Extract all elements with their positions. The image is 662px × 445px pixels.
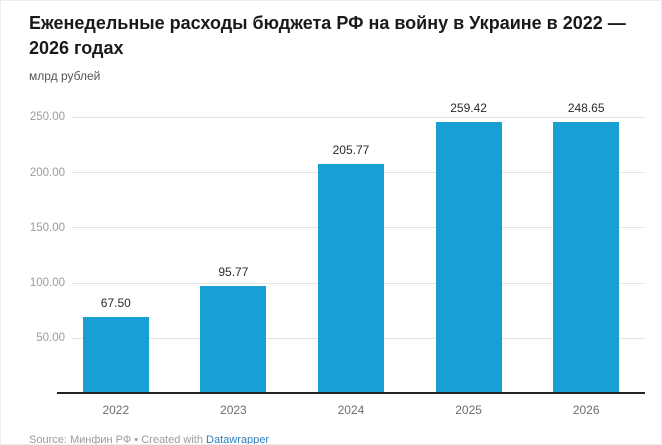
bar-column-2026: 248.65 [527,101,645,392]
gridline [72,116,645,118]
bar-value-label: 95.77 [218,264,249,279]
x-axis: 2022 2023 2024 2025 2026 [57,394,645,417]
x-tick-label-2022: 2022 [102,402,130,417]
bar-2022 [82,317,149,392]
x-tick-label-2024: 2024 [337,402,365,417]
chart-subtitle: млрд рублей [29,68,101,83]
bar-column-2024: 205.77 [292,101,410,392]
bar-column-2022: 67.50 [57,101,175,392]
bar-2025 [435,121,502,392]
bar-column-2023: 95.77 [175,101,293,392]
y-tick-label: 150.00 [29,221,65,234]
bar-value-label: 248.65 [567,100,605,115]
bar-2026 [553,121,620,392]
bar-value-label: 259.42 [450,100,487,115]
bar-column-2025: 259.42 [410,101,528,392]
bar-value-label: 205.77 [332,143,370,158]
x-tick-label-2023: 2023 [220,402,247,417]
x-tick-label-2025: 2025 [455,402,482,417]
datawrapper-link[interactable]: Datawrapper [206,433,270,445]
plot-area: 50.00 100.00 150.00 200.00 250.00 67.50 … [29,101,645,394]
y-tick-label: 250.00 [29,111,65,124]
source-line: Source: Минфин РФ • Created with Datawra… [29,433,645,445]
y-tick-label: 50.00 [36,332,65,345]
bars-container: 67.50 95.77 205.77 259.42 248.65 [57,101,645,394]
bar-2024 [317,164,384,392]
bar-value-label: 67.50 [100,296,131,311]
chart-title: Еженедельные расходы бюджета РФ на войну… [29,13,626,58]
x-tick-label-2026: 2026 [572,402,600,417]
source-text: Source: Минфин РФ • Created with [29,433,207,445]
y-tick-label: 200.00 [29,166,65,179]
y-tick-label: 100.00 [29,277,65,290]
bar-2023 [200,285,267,392]
